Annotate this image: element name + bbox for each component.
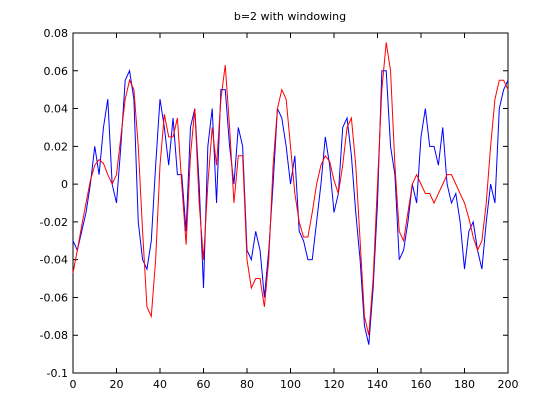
x-tick-label: 40 bbox=[153, 378, 167, 391]
series-line bbox=[72, 69, 509, 345]
x-tick-label: 160 bbox=[411, 378, 432, 391]
x-tick-label: 80 bbox=[240, 378, 254, 391]
y-tick-label: -0.1 bbox=[47, 367, 68, 380]
y-tick-label: -0.04 bbox=[40, 254, 68, 267]
y-tick-label: 0 bbox=[61, 178, 68, 191]
x-tick-label: 100 bbox=[280, 378, 301, 391]
x-tick-label: 140 bbox=[367, 378, 388, 391]
x-tick-label: 200 bbox=[498, 378, 519, 391]
y-tick-label: 0.02 bbox=[44, 140, 69, 153]
y-tick-label: 0.06 bbox=[44, 65, 69, 78]
x-tick-label: 120 bbox=[324, 378, 345, 391]
y-tick-label: 0.04 bbox=[44, 103, 69, 116]
series-line bbox=[72, 42, 509, 336]
x-tick-label: 60 bbox=[197, 378, 211, 391]
y-tick-label: -0.06 bbox=[40, 291, 68, 304]
x-tick-label: 20 bbox=[110, 378, 124, 391]
plot-area bbox=[72, 32, 509, 374]
x-tick-label: 180 bbox=[454, 378, 475, 391]
y-tick-label: -0.02 bbox=[40, 216, 68, 229]
chart-title: b=2 with windowing bbox=[234, 10, 346, 23]
y-tick-label: 0.08 bbox=[44, 27, 69, 40]
y-tick-label: -0.08 bbox=[40, 329, 68, 342]
x-tick-label: 0 bbox=[70, 378, 77, 391]
